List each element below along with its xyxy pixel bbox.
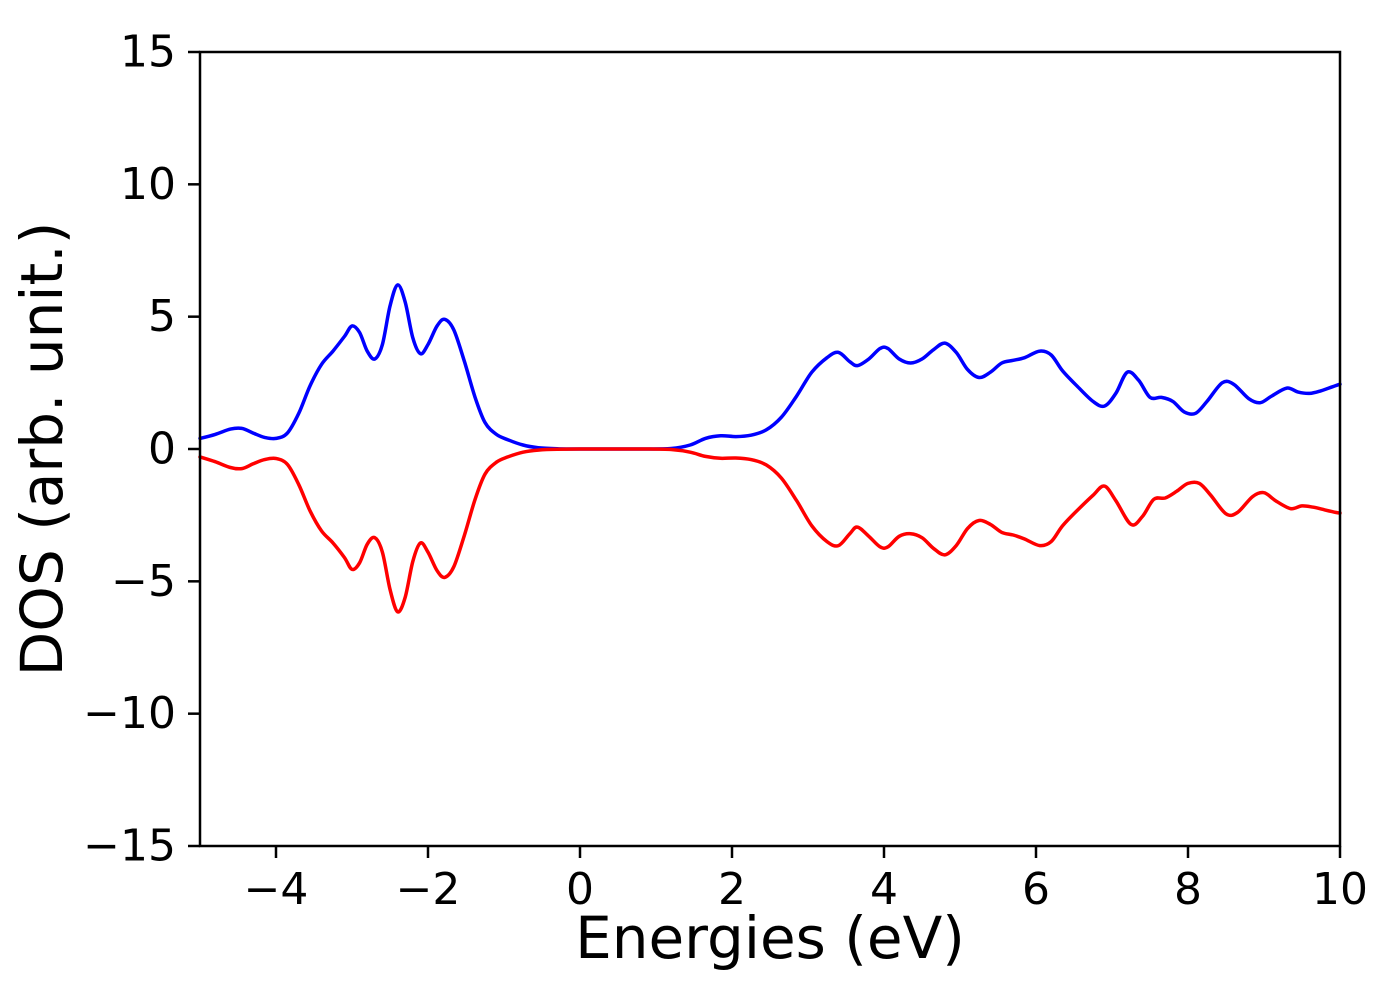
y-tick-label: 0 <box>148 424 176 475</box>
series-line-spin-up-dos <box>198 283 1342 451</box>
y-tick-label: 15 <box>120 27 176 78</box>
y-tick-label: −10 <box>83 688 176 739</box>
series-layer <box>198 283 1342 614</box>
x-tick-label: 10 <box>1312 864 1368 915</box>
x-tick-label: −2 <box>396 864 461 915</box>
axes-layer <box>198 50 1342 848</box>
y-tick-label: −5 <box>111 556 176 607</box>
ticks-layer: −4 −2 0 2 4 6 8 10 −15 −10 −5 0 5 10 15 <box>83 27 1368 916</box>
x-tick-label: 2 <box>718 864 746 915</box>
x-tick-label: 4 <box>870 864 898 915</box>
x-tick-label: −4 <box>244 864 309 915</box>
axes-spines <box>198 50 1342 848</box>
y-axis-label: DOS (arb. unit.) <box>8 222 76 677</box>
x-tick-label: 6 <box>1022 864 1050 915</box>
x-tick-label: 8 <box>1174 864 1202 915</box>
x-axis-label: Energies (eV) <box>575 904 965 972</box>
y-tick-label: −15 <box>83 821 176 872</box>
x-tick-label: 0 <box>566 864 594 915</box>
y-tick-label: 5 <box>148 291 176 342</box>
series-line-spin-down-dos <box>198 447 1342 614</box>
y-tick-label: 10 <box>120 159 176 210</box>
